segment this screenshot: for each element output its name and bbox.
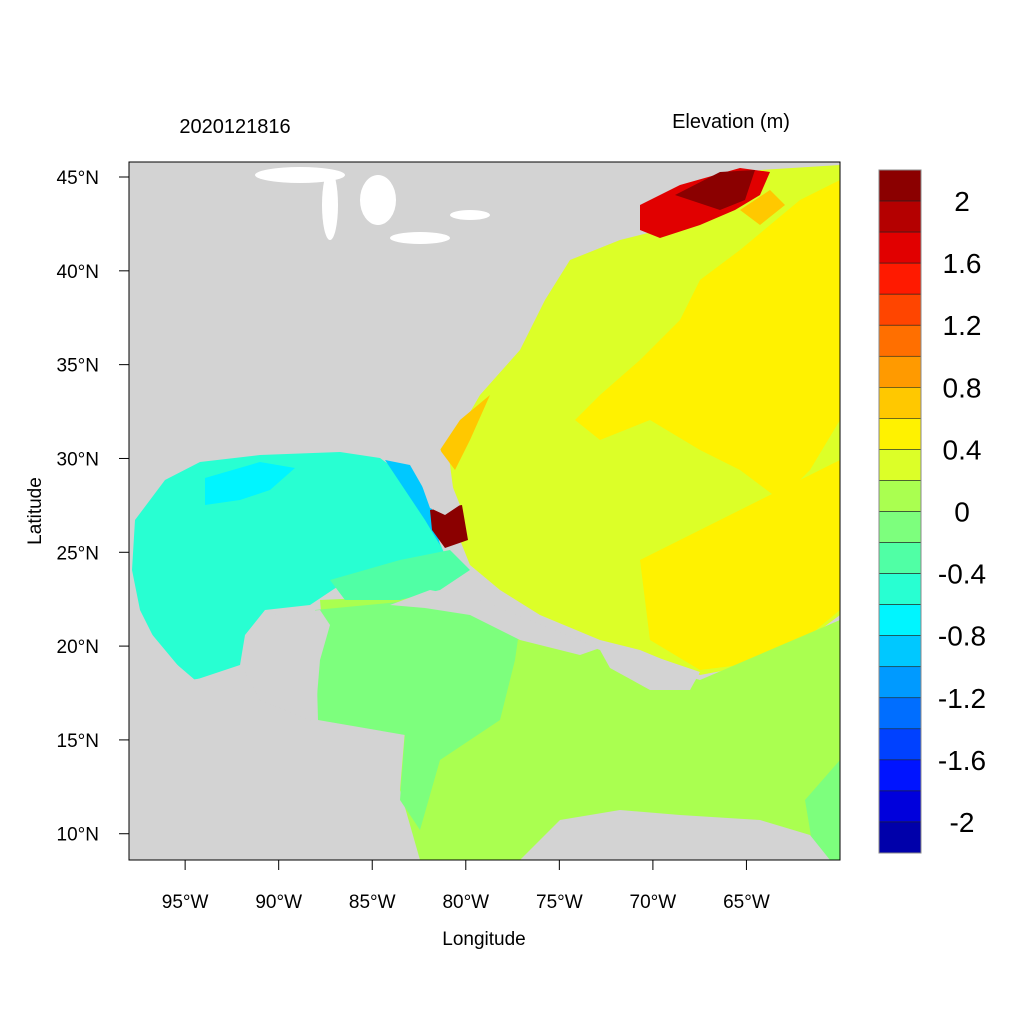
x-tick-label: 65°W xyxy=(723,892,770,913)
y-tick-label: 25°N xyxy=(57,543,99,564)
land-florida xyxy=(420,445,460,515)
y-tick-label: 20°N xyxy=(57,637,99,658)
colorbar-bin xyxy=(878,449,922,481)
x-axis: 95°W 90°W 85°W 80°W 75°W 70°W 65°W xyxy=(162,860,770,913)
colorbar-frame xyxy=(878,169,922,854)
colorbar-bin xyxy=(878,604,922,636)
y-tick-label: 15°N xyxy=(57,731,99,752)
x-tick-label: 90°W xyxy=(255,892,302,913)
colorbar-label: -2 xyxy=(950,807,975,838)
y-tick-label: 30°N xyxy=(57,449,99,470)
colorbar-bin xyxy=(878,262,922,295)
lake-huron xyxy=(360,175,396,225)
x-tick-label: 95°W xyxy=(162,892,209,913)
y-tick-label: 35°N xyxy=(57,356,99,377)
colorbar-bin xyxy=(878,200,922,233)
lake-superior xyxy=(255,167,345,183)
land-yucatan xyxy=(245,610,330,720)
ocean-florida-straits xyxy=(330,550,470,600)
colorbar-bin xyxy=(878,355,922,388)
ocean-atlantic-high xyxy=(575,180,840,500)
land-cuba xyxy=(390,590,600,655)
colorbar-bin xyxy=(878,635,922,668)
colorbar-bin xyxy=(878,790,922,823)
colorbar-bin xyxy=(878,231,922,264)
colorbar-bin xyxy=(878,728,922,761)
ocean-caribbean-west xyxy=(315,600,520,830)
colorbar-label: 1.2 xyxy=(943,310,982,341)
colorbar-label: 0.8 xyxy=(943,372,982,403)
x-tick-label: 80°W xyxy=(442,892,489,913)
ocean-florida-red xyxy=(430,505,468,548)
map-frame xyxy=(128,161,841,861)
lake-erie xyxy=(390,232,450,244)
ocean-northeast-darkred xyxy=(675,170,755,210)
colorbar-bin xyxy=(878,697,922,730)
colorbar-bin xyxy=(878,293,922,326)
land-mexico xyxy=(129,560,400,860)
colorbar-bin xyxy=(878,759,922,792)
colorbar-label: -1.6 xyxy=(938,745,986,776)
colorbar-label: 0 xyxy=(954,497,970,528)
colorbar-bin xyxy=(878,387,922,419)
title-right: Elevation (m) xyxy=(672,111,790,133)
colorbar-bin xyxy=(878,511,922,543)
ocean-gulf-low xyxy=(205,462,295,505)
colorbar-bin xyxy=(878,169,922,202)
ocean-atlantic-high-south xyxy=(640,460,840,670)
lake-ontario xyxy=(450,210,490,220)
colorbar-bin xyxy=(878,480,922,512)
ocean-gulf-of-mexico xyxy=(132,452,445,680)
colorbar-label: -0.8 xyxy=(938,621,986,652)
x-axis-label: Longitude xyxy=(442,929,525,950)
colorbar: 2 1.6 1.2 0.8 0.4 0 -0.4 -0.8 -1.2 -1.6 -2 xyxy=(878,169,986,854)
y-axis-label: Latitude xyxy=(25,477,46,545)
x-tick-label: 70°W xyxy=(630,892,677,913)
colorbar-label: 2 xyxy=(954,186,970,217)
colorbar-bin xyxy=(878,418,922,450)
colorbar-label: -0.4 xyxy=(938,559,986,590)
ocean-east-caribbean xyxy=(805,760,840,860)
colorbar-label: 0.4 xyxy=(943,434,982,465)
colorbar-label: 1.6 xyxy=(943,248,982,279)
colorbar-bin xyxy=(878,542,922,574)
x-tick-label: 75°W xyxy=(536,892,583,913)
y-tick-label: 40°N xyxy=(57,262,99,283)
y-tick-label: 45°N xyxy=(57,168,99,189)
colorbar-bin xyxy=(878,324,922,357)
colorbar-label: -1.2 xyxy=(938,683,986,714)
y-tick-label: 10°N xyxy=(57,825,99,846)
map-panel xyxy=(129,162,840,860)
land-hispaniola xyxy=(600,650,700,690)
colorbar-bin xyxy=(878,573,922,605)
title-left: 2020121816 xyxy=(179,116,290,138)
colorbar-bin xyxy=(878,666,922,699)
x-tick-label: 85°W xyxy=(349,892,396,913)
land-south-america xyxy=(520,810,830,860)
ocean-coastal-orange xyxy=(440,395,490,470)
y-axis: 45°N 40°N 35°N 30°N 25°N 20°N 15°N 10°N xyxy=(57,168,129,846)
ocean-northeast-orange xyxy=(740,190,785,225)
colorbar-bin xyxy=(878,821,922,854)
lake-michigan xyxy=(322,170,338,240)
